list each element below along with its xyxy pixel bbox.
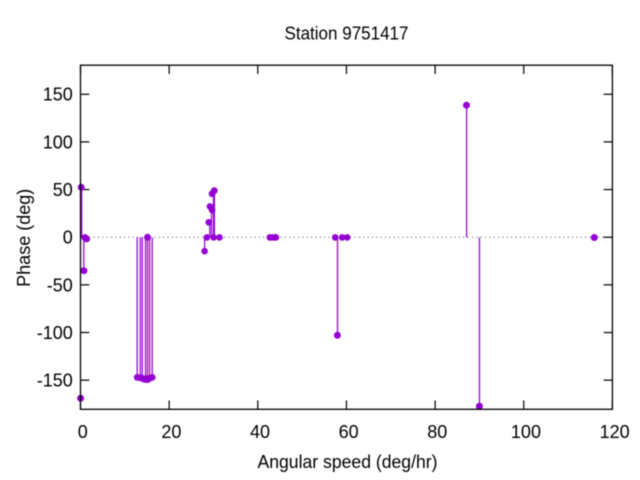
svg-text:-100: -100 [37,323,73,343]
svg-text:0: 0 [63,228,73,248]
svg-text:0: 0 [78,422,88,442]
svg-text:Station 9751417: Station 9751417 [285,24,409,44]
svg-text:Angular speed (deg/hr): Angular speed (deg/hr) [258,452,438,472]
svg-text:50: 50 [53,180,73,200]
svg-text:120: 120 [600,422,630,442]
svg-text:-50: -50 [47,275,73,295]
svg-text:100: 100 [511,422,541,442]
svg-text:60: 60 [339,422,359,442]
svg-text:-150: -150 [37,371,73,391]
svg-text:80: 80 [427,422,447,442]
svg-text:Phase (deg): Phase (deg) [14,189,34,287]
svg-text:20: 20 [161,422,181,442]
svg-text:100: 100 [43,132,73,152]
svg-text:150: 150 [43,85,73,105]
svg-text:40: 40 [250,422,270,442]
